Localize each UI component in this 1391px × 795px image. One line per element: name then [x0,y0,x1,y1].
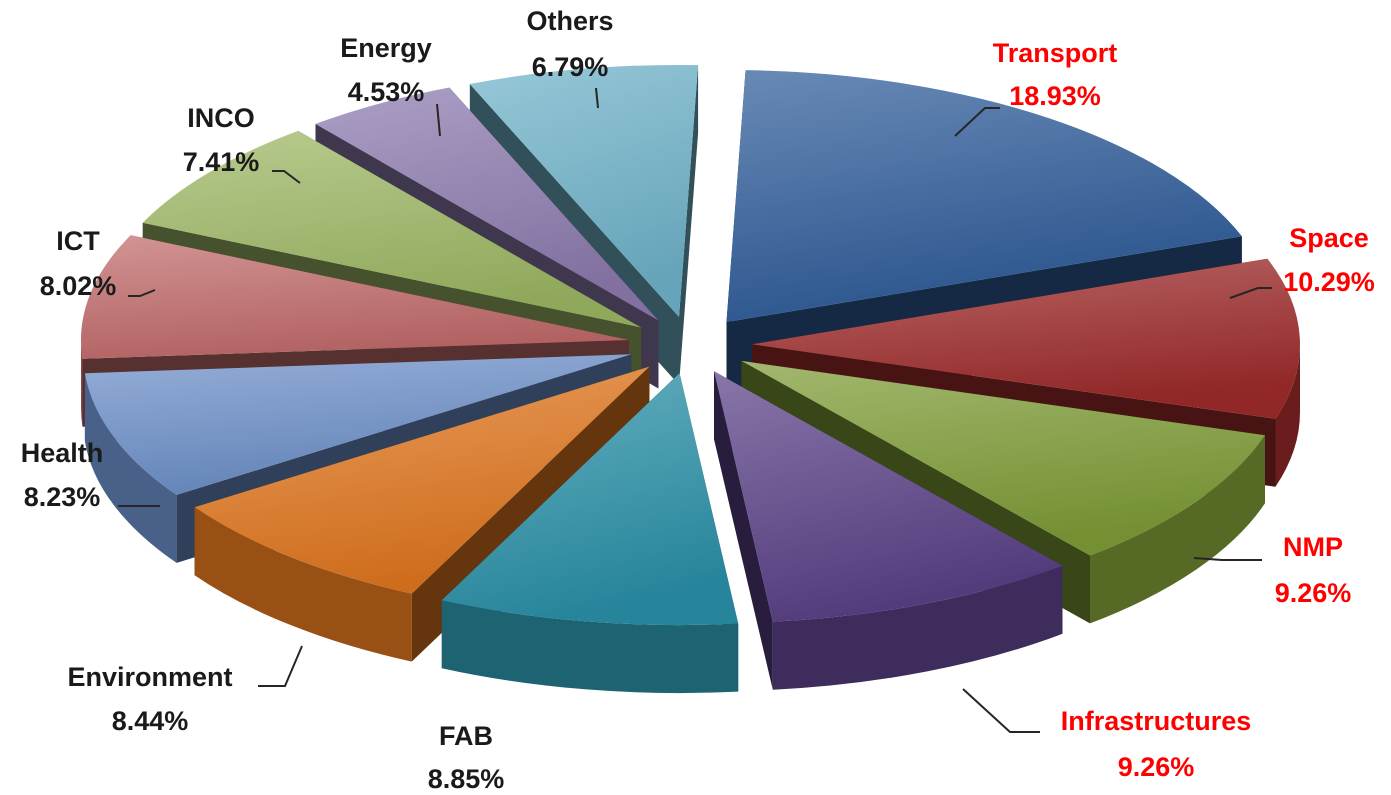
slice-label-health: Health [21,438,104,468]
slice-value-space: 10.29% [1283,267,1375,297]
slice-value-infrastructures: 9.26% [1118,752,1195,782]
leader-line-environment [258,645,303,687]
slice-value-energy: 4.53% [348,77,425,107]
slice-value-others: 6.79% [532,52,609,82]
leader-line-infrastructures [962,688,1040,733]
pie-slice-infrastructures [714,371,1063,690]
slice-label-fab: FAB [439,721,493,751]
slice-value-transport: 18.93% [1009,81,1101,111]
slice-label-others: Others [526,6,613,36]
slice-value-inco: 7.41% [183,147,260,177]
leader-line-others [595,87,599,109]
leader-line-energy [436,103,441,137]
slice-label-inco: INCO [187,103,255,133]
slice-value-environment: 8.44% [112,706,189,736]
slice-value-nmp: 9.26% [1275,578,1352,608]
slice-label-environment: Environment [67,662,232,692]
leader-line-ict [128,289,156,297]
slice-value-health: 8.23% [24,482,101,512]
slice-label-energy: Energy [340,33,432,63]
pie-slice-fab [441,373,739,694]
slice-label-ict: ICT [56,226,100,256]
slice-value-fab: 8.85% [428,764,505,794]
slice-label-space: Space [1289,223,1369,253]
leader-line-space [1229,287,1272,299]
leader-line-inco [272,170,301,184]
slice-label-transport: Transport [993,38,1118,68]
slice-label-infrastructures: Infrastructures [1061,706,1252,736]
slice-value-ict: 8.02% [40,271,117,301]
leader-line-nmp [1193,557,1262,561]
leader-line-transport [954,107,1000,137]
slice-label-nmp: NMP [1283,532,1343,562]
